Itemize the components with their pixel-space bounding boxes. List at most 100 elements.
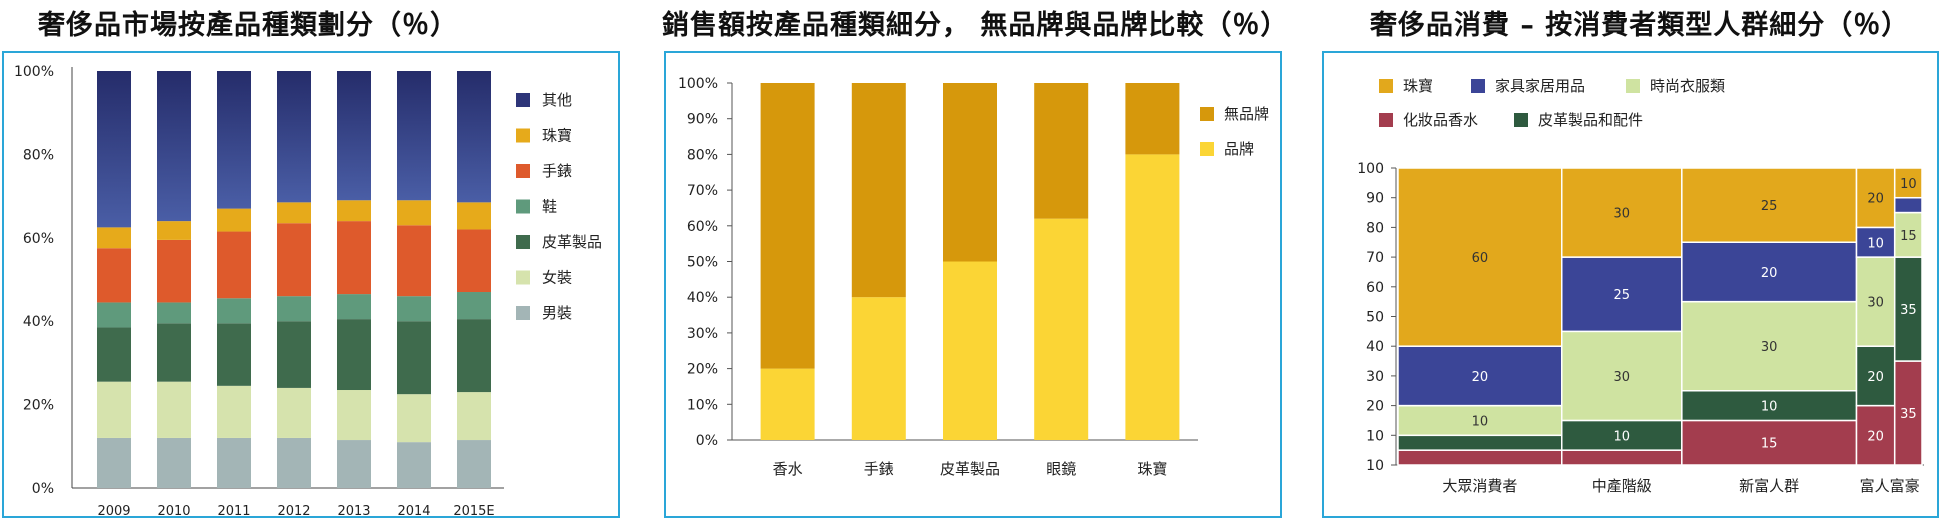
- chart1-x-tick: 2011: [217, 504, 250, 516]
- chart3-legend-swatch: [1626, 79, 1640, 93]
- chart3-segment: [1893, 167, 1923, 199]
- chart1-bar-segment: [217, 208, 251, 232]
- chart2-x-tick: 珠寶: [1137, 460, 1167, 478]
- chart3-legend-swatch: [1379, 79, 1393, 93]
- chart2-y-tick: 100%: [678, 76, 718, 92]
- chart1-x-tick: 2013: [337, 504, 370, 516]
- chart3-y-tick: 70: [1366, 250, 1384, 266]
- chart1-bar-segment: [397, 442, 431, 488]
- chart1-bar-segment: [157, 71, 191, 222]
- chart3-segment: [1681, 241, 1858, 303]
- chart1-bar-segment: [157, 302, 191, 324]
- chart1-legend-label: 男裝: [542, 304, 572, 322]
- chart1-bar-segment: [217, 385, 251, 438]
- chart1-bar-segment: [457, 392, 491, 441]
- chart1-legend-swatch: [516, 128, 530, 143]
- chart1-bar-segment: [457, 440, 491, 488]
- chart3-segment-label: 10: [1761, 400, 1778, 415]
- chart3-segment-label: 10: [1472, 414, 1489, 429]
- chart1-bar-segment: [397, 321, 431, 395]
- chart3-segment-label: 60: [1472, 251, 1489, 266]
- chart1-legend-swatch: [516, 235, 530, 249]
- chart3-segment: [1397, 167, 1563, 347]
- chart3-panel: 珠寶 家具家居用品 時尚衣服類 化妝品香水 皮革製品和配件 10 10 20 30 40 50 60 7…: [1322, 51, 1939, 518]
- chart1-bar-segment: [97, 227, 131, 249]
- chart2-y-tick: 20%: [687, 362, 718, 378]
- chart3-legend-label: 珠寶: [1403, 77, 1433, 95]
- chart1-bar-segment: [97, 248, 131, 303]
- chart1-bar-segment: [337, 200, 371, 222]
- chart1-legend-swatch: [516, 306, 530, 320]
- chart3-x-tick: 中產階級: [1592, 477, 1652, 495]
- chart2-y-tick: 30%: [687, 326, 718, 342]
- chart1-bar-segment: [157, 239, 191, 303]
- chart1-panel: 0% 20% 40% 60% 80% 100% 2009 2010 2011 2012 2013 20…: [2, 51, 620, 519]
- chart1-bar-segment: [337, 71, 371, 201]
- chart3-segment: [1397, 345, 1563, 407]
- chart1-bar-segment: [337, 319, 371, 391]
- chart1-bar-segment: [457, 319, 491, 393]
- chart1-bar-segment: [397, 225, 431, 297]
- chart2-bar-segment: [943, 261, 997, 440]
- chart3-y-tick: 50: [1366, 310, 1384, 326]
- chart2-y-tick: 10%: [687, 397, 718, 413]
- chart3-legend-label: 時尚衣服類: [1650, 77, 1725, 95]
- chart1-x-tick: 2015E: [453, 504, 494, 516]
- chart1-x-tick: 2014: [397, 504, 430, 516]
- chart2-x-tick: 皮革製品: [940, 460, 1000, 478]
- chart3-segment: [1397, 404, 1563, 437]
- chart3-segment-label: 30: [1614, 207, 1631, 222]
- chart3-segment: [1893, 196, 1923, 214]
- chart1-bar-segment: [337, 294, 371, 320]
- chart3-segment-label: 20: [1761, 266, 1778, 281]
- chart3-segment: [1681, 167, 1858, 243]
- chart1-legend-label: 其他: [542, 91, 572, 109]
- chart3-segment: [1681, 419, 1858, 466]
- chart3-y-tick: 90: [1366, 191, 1384, 207]
- chart3-segment: [1893, 360, 1923, 466]
- chart1-title: 奢侈品市場按產品種類劃分（％）: [38, 10, 458, 41]
- chart1-legend-swatch: [516, 93, 530, 107]
- chart2-panel: 0% 10% 20% 30% 40% 50% 60% 70% 80% 90% 100% 香水 手錶 皮革製…: [664, 51, 1282, 518]
- chart2-svg: 0% 10% 20% 30% 40% 50% 60% 70% 80% 90% 100% 香水 手錶 皮革製…: [678, 76, 1269, 478]
- chart2-legend-label: 無品牌: [1224, 105, 1269, 123]
- chart2-y-tick: 70%: [687, 183, 718, 199]
- chart1-bar-segment: [97, 437, 131, 488]
- chart3-y-tick: 40: [1366, 339, 1384, 355]
- chart2-legend-label: 品牌: [1224, 140, 1254, 158]
- chart1-bar-segment: [277, 223, 311, 297]
- chart1-bar-segment: [397, 296, 431, 322]
- chart3-legend-swatch: [1514, 113, 1528, 127]
- chart1-bar-segment: [457, 292, 491, 320]
- chart3-segment-label: 15: [1900, 229, 1917, 244]
- chart1-y-tick: 20%: [23, 398, 54, 414]
- chart1-bar-segment: [277, 71, 311, 203]
- chart3-segment-label: 35: [1900, 407, 1917, 422]
- chart1-legend-swatch: [516, 270, 530, 285]
- chart3-segment: [1561, 167, 1683, 258]
- chart2-bar-segment: [851, 83, 906, 298]
- chart3-y-tick: 10: [1366, 458, 1384, 474]
- chart2-title: 銷售額按產品種類細分， 無品牌與品牌比較（％）: [662, 10, 1289, 41]
- chart1-svg: 0% 20% 40% 60% 80% 100% 2009 2010 2011 2012 2013 20…: [14, 64, 602, 519]
- chart1-legend-label: 鞋: [542, 198, 557, 216]
- chart2-bar-segment: [943, 83, 997, 262]
- chart3-segment: [1855, 226, 1896, 258]
- chart3-y-tick: 80: [1366, 220, 1384, 236]
- chart1-y-tick: 40%: [23, 314, 54, 330]
- chart3-segment-label: 20: [1867, 429, 1884, 444]
- chart2-y-tick: 50%: [687, 255, 718, 271]
- chart3-segment: [1855, 256, 1896, 347]
- chart1-bar-segment: [97, 302, 131, 328]
- chart1-bar-segment: [217, 437, 251, 488]
- chart2-y-tick: 40%: [687, 290, 718, 306]
- chart3-segment: [1893, 211, 1923, 258]
- chart2-x-tick: 手錶: [864, 460, 894, 478]
- chart1-x-tick: 2012: [277, 504, 310, 516]
- chart3-x-tick: 新富人群: [1739, 477, 1799, 495]
- chart3-segment-label: 15: [1761, 437, 1778, 452]
- chart3-segment: [1855, 167, 1896, 229]
- chart1-legend-swatch: [516, 199, 530, 214]
- chart3-segment-label: 25: [1614, 288, 1631, 303]
